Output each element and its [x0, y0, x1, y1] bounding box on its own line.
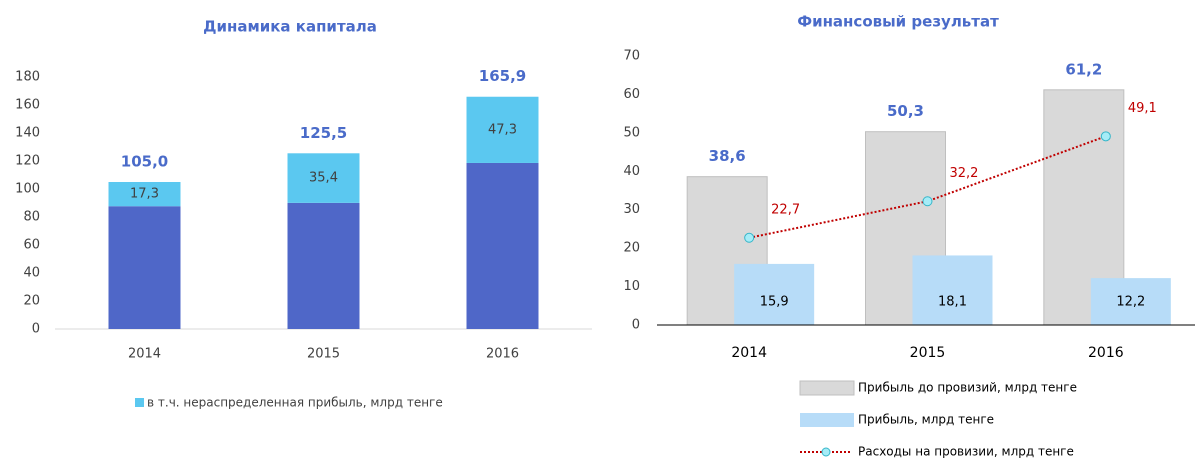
data-label: 61,2 [1065, 60, 1102, 78]
bar [1090, 278, 1171, 325]
data-label: 32,2 [950, 166, 979, 181]
x-tick-label: 2016 [486, 347, 519, 362]
legend-swatch [821, 447, 831, 457]
y-tick-label: 120 [15, 154, 40, 169]
y-tick-label: 80 [23, 210, 40, 225]
data-label: 50,3 [887, 102, 924, 120]
y-tick-label: 10 [623, 279, 640, 294]
data-label: 47,3 [488, 122, 517, 137]
y-tick-label: 30 [623, 202, 640, 217]
y-tick-label: 60 [623, 87, 640, 102]
y-tick-label: 180 [15, 70, 40, 85]
line-marker [922, 196, 933, 207]
y-tick-label: 40 [623, 164, 640, 179]
legend-label: Расходы на провизии, млрд тенге [858, 445, 1074, 459]
bar-segment [108, 182, 181, 207]
legend-label: Прибыль до провизий, млрд тенге [858, 381, 1077, 395]
x-tick-label: 2016 [1088, 345, 1124, 361]
y-tick-label: 40 [23, 266, 40, 281]
x-tick-label: 2014 [731, 345, 767, 361]
bar-segment [108, 206, 181, 329]
legend-swatch [800, 413, 854, 427]
x-tick-label: 2015 [910, 345, 946, 361]
legend-swatch [135, 398, 144, 407]
x-tick-label: 2014 [128, 347, 161, 362]
data-label: 22,7 [771, 202, 800, 217]
bar [865, 131, 946, 326]
line [748, 135, 1107, 239]
y-tick-label: 60 [23, 238, 40, 253]
total-label: 125,5 [300, 124, 347, 142]
y-tick-label: 0 [632, 318, 640, 333]
line-marker [1100, 131, 1111, 142]
chart-title: Динамика капитала [203, 18, 377, 36]
data-label: 35,4 [309, 171, 338, 186]
y-tick-label: 140 [15, 126, 40, 141]
bar-segment [466, 162, 539, 329]
total-label: 165,9 [479, 67, 526, 85]
data-label: 49,1 [1128, 101, 1157, 116]
total-label: 105,0 [121, 153, 168, 171]
bar [734, 263, 815, 325]
y-tick-label: 100 [15, 182, 40, 197]
y-tick-label: 0 [32, 322, 40, 337]
data-label: 38,6 [709, 147, 746, 165]
y-tick-label: 160 [15, 98, 40, 113]
bar-segment [466, 96, 539, 163]
data-label: 12,2 [1116, 295, 1145, 310]
chart-title: Финансовый результат [797, 13, 999, 31]
data-label: 17,3 [130, 187, 159, 202]
data-label: 18,1 [938, 295, 967, 310]
y-tick-label: 50 [623, 125, 640, 140]
legend-label: в т.ч. нераспределенная прибыль, млрд те… [147, 396, 443, 410]
legend-label: Прибыль, млрд тенге [858, 413, 994, 427]
line-marker [744, 232, 755, 243]
y-tick-label: 70 [623, 49, 640, 64]
x-tick-label: 2015 [307, 347, 340, 362]
data-label: 15,9 [760, 295, 789, 310]
y-tick-label: 20 [623, 241, 640, 256]
y-tick-label: 20 [23, 294, 40, 309]
bar-segment [287, 153, 360, 203]
bar-segment [287, 202, 360, 329]
bar [912, 255, 993, 325]
legend-swatch [799, 380, 855, 396]
